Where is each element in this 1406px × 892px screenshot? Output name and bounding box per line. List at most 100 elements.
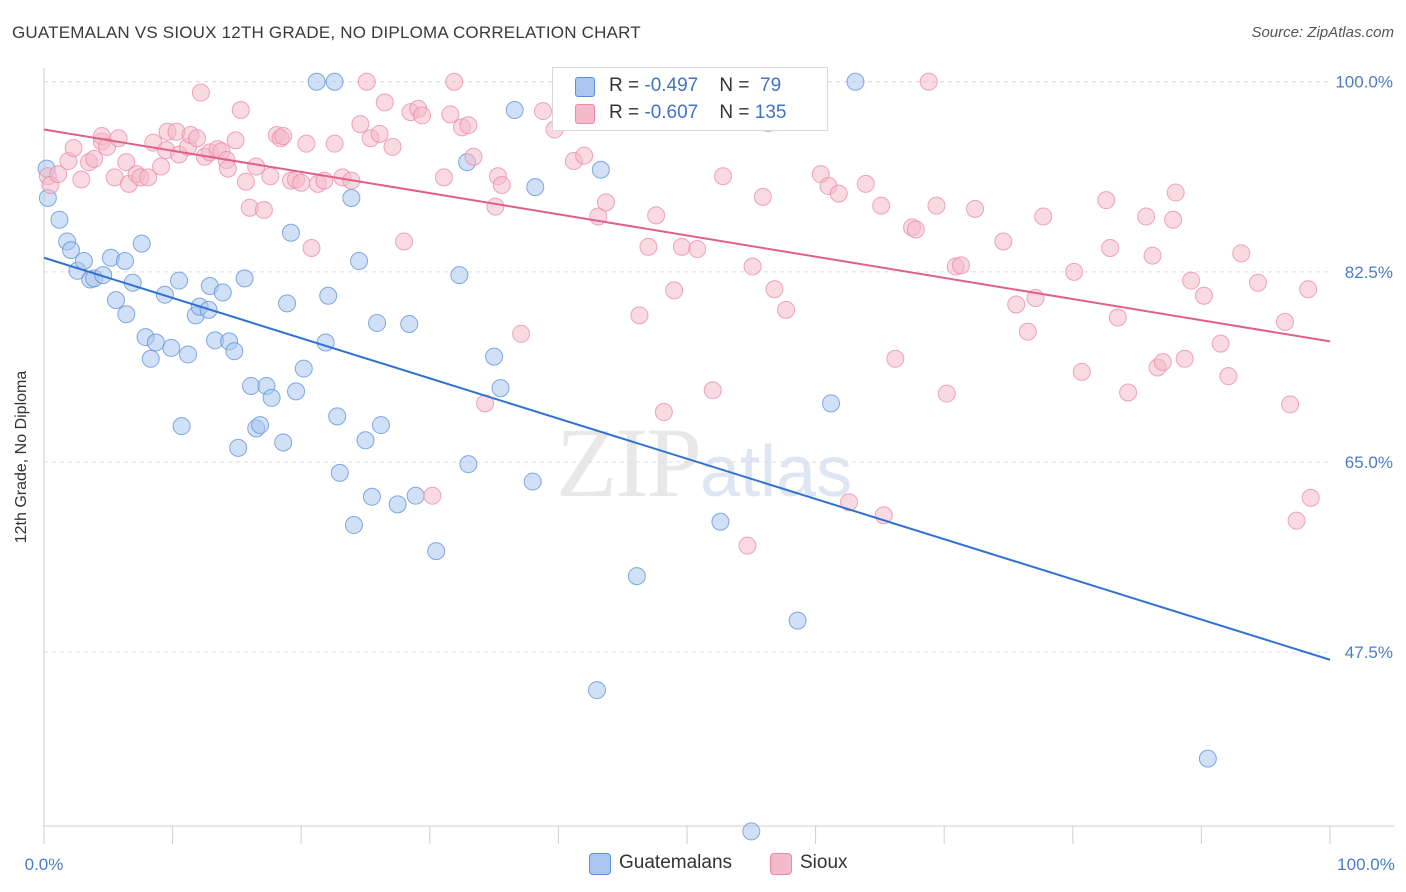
guatemalans-point bbox=[344, 516, 363, 535]
guatemalans-point bbox=[523, 472, 542, 491]
guatemalans-point bbox=[485, 347, 504, 366]
sioux-point bbox=[872, 196, 891, 215]
legend-swatch-sioux bbox=[770, 853, 792, 875]
sioux-point bbox=[261, 167, 280, 186]
sioux-point bbox=[434, 168, 453, 187]
sioux-point bbox=[1275, 312, 1294, 331]
sioux-point bbox=[1175, 349, 1194, 368]
series-legend: Guatemalans Sioux bbox=[0, 852, 1406, 876]
sioux-point bbox=[937, 384, 956, 403]
sioux-point bbox=[49, 165, 68, 184]
sioux-point bbox=[743, 257, 762, 276]
sioux-point bbox=[1101, 238, 1120, 257]
guatemalans-point bbox=[587, 681, 606, 700]
sioux-point bbox=[647, 206, 666, 225]
guatemalans-point bbox=[388, 495, 407, 514]
guatemalans-point bbox=[281, 223, 300, 242]
watermark-atlas: atlas bbox=[700, 432, 853, 512]
sioux-point bbox=[1143, 246, 1162, 265]
sioux-point bbox=[1248, 273, 1267, 292]
sioux-point bbox=[1108, 308, 1127, 327]
sioux-point bbox=[703, 381, 722, 400]
guatemalans-point bbox=[229, 438, 248, 457]
chart-title: GUATEMALAN VS SIOUX 12TH GRADE, NO DIPLO… bbox=[12, 23, 641, 42]
sioux-point bbox=[1281, 395, 1300, 414]
y-tick-label: 47.5% bbox=[1345, 643, 1393, 662]
sioux-point bbox=[85, 149, 104, 168]
sioux-point bbox=[1153, 353, 1172, 372]
sioux-point bbox=[1194, 286, 1213, 305]
legend-label-guatemalans: Guatemalans bbox=[619, 852, 733, 873]
y-tick-label: 100.0% bbox=[1335, 73, 1393, 92]
sioux-point bbox=[464, 147, 483, 166]
sioux-point bbox=[654, 403, 673, 422]
sioux-point bbox=[188, 129, 207, 148]
guatemalans-point bbox=[50, 210, 69, 229]
guatemalans-point bbox=[742, 822, 761, 841]
sioux-point bbox=[1301, 488, 1320, 507]
guatemalans-point bbox=[132, 234, 151, 253]
sioux-point bbox=[218, 159, 237, 178]
sioux-point bbox=[886, 349, 905, 368]
guatemalans-swatch bbox=[575, 77, 595, 97]
sioux-point bbox=[512, 324, 531, 343]
guatemalans-point bbox=[242, 376, 261, 395]
sioux-point bbox=[966, 199, 985, 218]
guatemalans-point bbox=[325, 72, 344, 91]
sioux-point bbox=[672, 237, 691, 256]
guatemalans-point bbox=[450, 266, 469, 285]
sioux-point bbox=[445, 72, 464, 91]
guatemalans-point bbox=[406, 486, 425, 505]
guatemalans-point bbox=[362, 487, 381, 506]
source-label: Source: ZipAtlas.com bbox=[1251, 24, 1394, 41]
sioux-point bbox=[533, 102, 552, 121]
stats-text: R = -0.497 N = 79 bbox=[609, 75, 782, 96]
guatemalans-point bbox=[117, 305, 136, 324]
sioux-point bbox=[714, 167, 733, 186]
guatemalans-point bbox=[141, 349, 160, 368]
stats-legend: R = -0.497 N = 79 R = -0.607 N = 135 bbox=[552, 67, 828, 131]
x-tick-label: 100.0% bbox=[1337, 855, 1395, 874]
sioux-point bbox=[1166, 183, 1185, 202]
guatemalans-point bbox=[235, 269, 254, 288]
guatemalans-point bbox=[74, 252, 93, 271]
sioux-point bbox=[413, 106, 432, 125]
guatemalans-point bbox=[251, 416, 270, 435]
guatemalans-point bbox=[371, 416, 390, 435]
guatemalans-point bbox=[788, 611, 807, 630]
sioux-point bbox=[1182, 271, 1201, 290]
sioux-point bbox=[492, 175, 511, 194]
guatemalans-trend-line bbox=[43, 256, 1331, 661]
guatemalans-point bbox=[274, 433, 293, 452]
sioux-point bbox=[236, 172, 255, 191]
sioux-point bbox=[383, 137, 402, 156]
stats-text: R = -0.607 N = 135 bbox=[609, 102, 787, 123]
sioux-point bbox=[117, 153, 136, 172]
y-tick-label: 65.0% bbox=[1345, 453, 1393, 472]
guatemalans-point bbox=[330, 463, 349, 482]
sioux-point bbox=[459, 116, 478, 135]
sioux-point bbox=[1219, 367, 1238, 386]
sioux-point bbox=[64, 139, 83, 158]
sioux-point bbox=[1137, 207, 1156, 226]
guatemalans-point bbox=[368, 313, 387, 332]
sioux-swatch bbox=[575, 104, 595, 124]
guatemalans-point bbox=[278, 294, 297, 313]
sioux-point bbox=[639, 237, 658, 256]
guatemalans-point bbox=[526, 178, 545, 197]
guatemalans-point bbox=[225, 342, 244, 361]
sioux-point bbox=[226, 131, 245, 150]
sioux-point bbox=[994, 232, 1013, 251]
sioux-point bbox=[395, 232, 414, 251]
sioux-point bbox=[231, 100, 250, 119]
y-tick-label: 82.5% bbox=[1345, 263, 1393, 282]
guatemalans-point bbox=[213, 283, 232, 302]
guatemalans-point bbox=[846, 72, 865, 91]
guatemalans-point bbox=[1198, 749, 1217, 768]
sioux-point bbox=[688, 240, 707, 259]
sioux-point bbox=[1299, 280, 1318, 299]
sioux-point bbox=[596, 193, 615, 212]
guatemalans-point bbox=[287, 382, 306, 401]
sioux-point bbox=[856, 174, 875, 193]
